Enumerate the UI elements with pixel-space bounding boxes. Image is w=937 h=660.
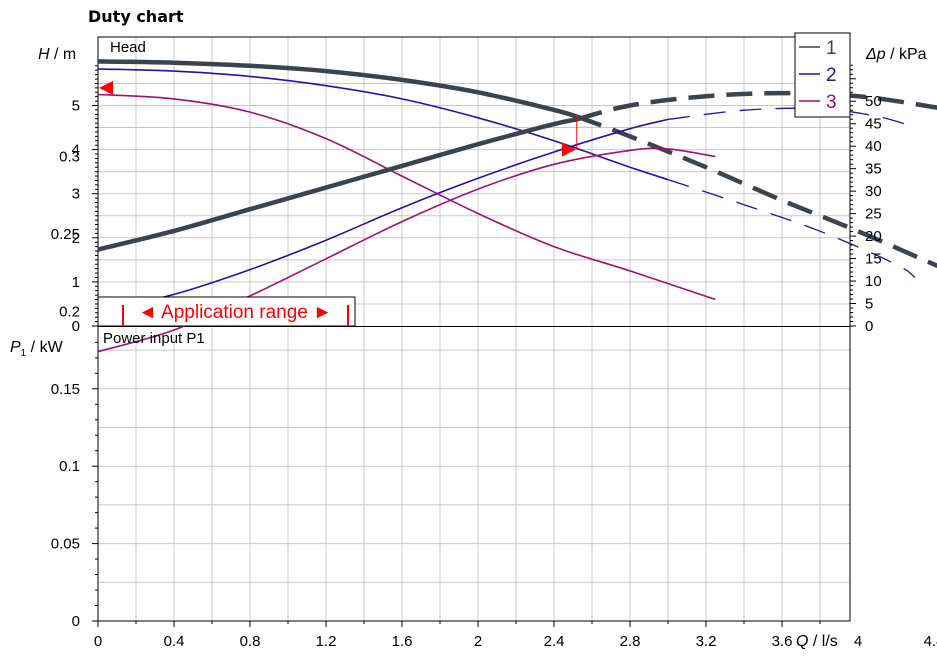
head-tick-label: 1 (72, 274, 80, 291)
power-curve-1-extension (576, 90, 937, 122)
kpa-tick-label: 5 (865, 296, 873, 313)
x-tick-label: 3.6 (772, 633, 793, 650)
power-tick-label: 0.2 (59, 303, 80, 320)
power-tick-label: 0.05 (51, 536, 80, 553)
head-axis-title: H / m (38, 46, 76, 63)
duty-point-arrow-left (99, 80, 113, 95)
power-tick-label: 0.25 (51, 226, 80, 243)
power-tick-label: 0.3 (59, 149, 80, 166)
x-tick-label: 4.4 (924, 633, 937, 650)
curve-layer (97, 59, 937, 353)
application-range-box (97, 296, 356, 327)
legend-label-2: 2 (826, 65, 837, 86)
kpa-tick-label: 45 (865, 116, 882, 133)
x-tick-label: 2.8 (620, 633, 641, 650)
kpa-axis-title: Δp / kPa (865, 46, 927, 63)
head-tick-label: 5 (72, 98, 80, 115)
application-range-label: ◄ Application range ► (138, 302, 332, 323)
head-curve-3 (97, 93, 716, 301)
x-tick-label: 1.2 (316, 633, 337, 650)
x-tick-label: 0 (94, 633, 102, 650)
kpa-tick-label: 20 (865, 228, 882, 245)
head-curve-2 (97, 68, 669, 181)
head-tick-label: 0 (72, 318, 80, 335)
head-tick-label: 4 (72, 142, 80, 159)
head-tick-label: 2 (72, 230, 80, 247)
x-tick-label: 1.6 (392, 633, 413, 650)
head-curve-2-extension (667, 178, 916, 279)
x-tick-label: 0.8 (240, 633, 261, 650)
legend-box (794, 32, 851, 118)
power-panel-label: Power input P1 (103, 330, 205, 347)
frame-layer (92, 36, 856, 627)
x-tick-label: 3.2 (696, 633, 717, 650)
grid-layer (98, 37, 850, 621)
application-range: ◄ Application range ► (97, 296, 356, 327)
kpa-tick-label: 10 (865, 273, 882, 290)
duty-point-arrow-right (561, 142, 576, 157)
power-curve-2 (97, 118, 669, 313)
head-panel-label: Head (110, 39, 146, 56)
x-tick-label: 0.4 (164, 633, 185, 650)
kpa-tick-label: 0 (865, 318, 873, 335)
legend: 1 2 3 (794, 32, 851, 118)
kpa-tick-label: 25 (865, 206, 882, 223)
kpa-tick-label: 50 (865, 93, 882, 110)
chart-title: Duty chart (88, 7, 184, 26)
legend-label-3: 3 (826, 92, 837, 113)
power-tick-label: 0.15 (51, 381, 80, 398)
x-tick-label: 2.4 (544, 633, 565, 650)
kpa-tick-label: 40 (865, 138, 882, 155)
kpa-tick-label: 30 (865, 183, 882, 200)
power-tick-label: 0 (72, 613, 80, 630)
x-axis-title: Q / l/s (796, 633, 838, 650)
head-curve-1 (97, 59, 578, 119)
x-tick-label: 4 (854, 633, 862, 650)
x-tick-label: 2 (474, 633, 482, 650)
head-tick-label: 3 (72, 186, 80, 203)
legend-label-1: 1 (826, 38, 837, 59)
kpa-tick-label: 15 (865, 251, 882, 268)
power-tick-label: 0.1 (59, 458, 80, 475)
kpa-tick-label: 35 (865, 161, 882, 178)
label-layer: 0123450510152025303540455000.050.10.150.… (10, 32, 937, 650)
power-axis-title: P1 / kW (10, 339, 64, 359)
power-curve-1 (97, 117, 578, 252)
plot-frame (97, 36, 851, 622)
head-curve-1-extension (576, 114, 937, 268)
